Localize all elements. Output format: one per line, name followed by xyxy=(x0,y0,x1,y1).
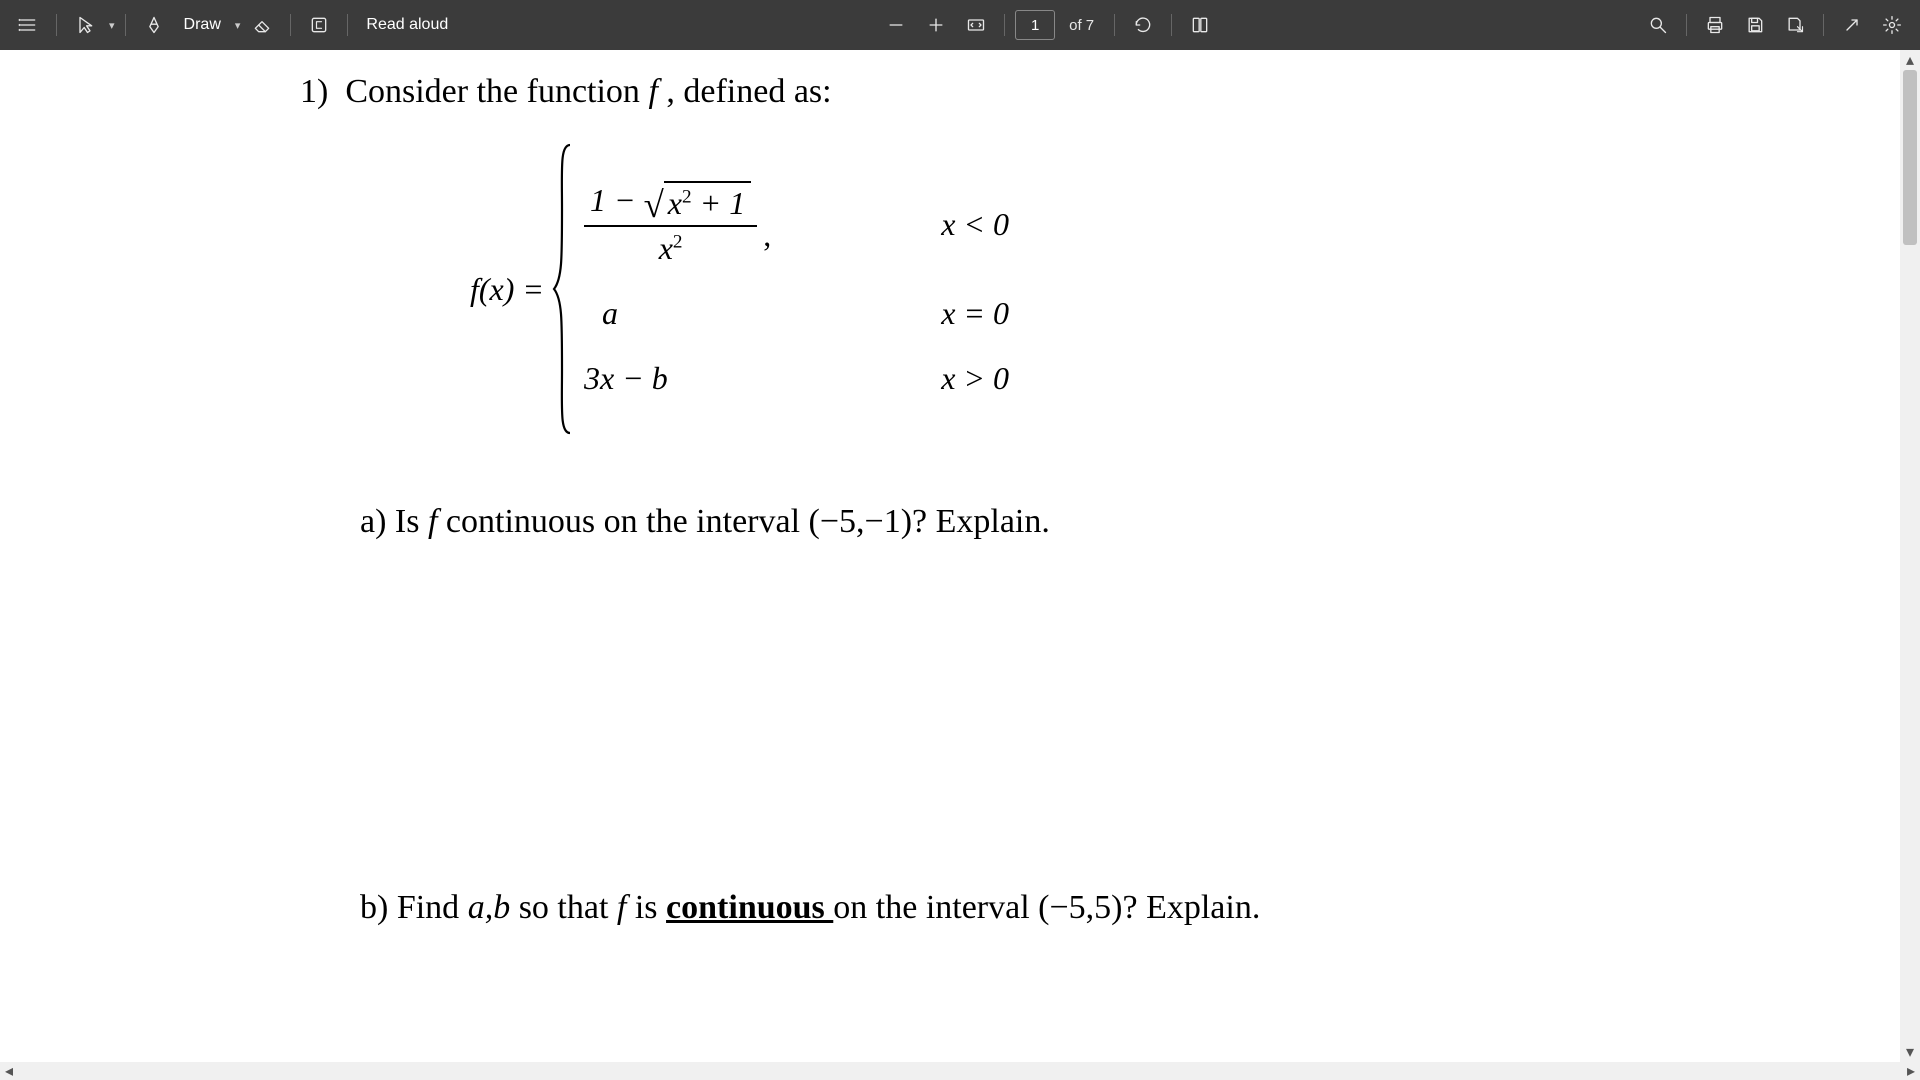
contents-icon[interactable] xyxy=(10,7,46,43)
part-b-post: on the interval (−5,5)? Explain. xyxy=(833,889,1260,926)
document-viewport: 1) Consider the function f , defined as:… xyxy=(0,50,1920,1062)
function-lhs: f(x) = xyxy=(470,271,544,308)
question-1-title: 1) Consider the function f , defined as: xyxy=(300,70,1620,114)
print-icon[interactable] xyxy=(1697,7,1733,43)
page-view-icon[interactable] xyxy=(1182,7,1218,43)
highlight-text-icon[interactable] xyxy=(301,7,337,43)
draw-pen-icon[interactable] xyxy=(136,7,172,43)
case1-rad-x: x xyxy=(668,185,682,221)
q1-text-prefix: 1) Consider the function xyxy=(300,73,648,110)
part-b-f: f xyxy=(617,889,626,926)
part-b-mid: so that xyxy=(510,889,617,926)
vertical-scrollbar[interactable]: ▴ ▾ xyxy=(1900,50,1920,1062)
fullscreen-icon[interactable] xyxy=(1834,7,1870,43)
save-icon[interactable] xyxy=(1737,7,1773,43)
page-count-label: of 7 xyxy=(1059,17,1104,34)
save-as-icon[interactable] xyxy=(1777,7,1813,43)
rotate-icon[interactable] xyxy=(1125,7,1161,43)
erase-icon[interactable] xyxy=(244,7,280,43)
search-icon[interactable] xyxy=(1640,7,1676,43)
case1-rad-plus: + 1 xyxy=(692,185,746,221)
part-a-f: f xyxy=(428,503,437,540)
scroll-thumb[interactable] xyxy=(1903,70,1917,245)
toolbar-right-group xyxy=(1640,7,1910,43)
toolbar-left-group: ▾ Draw ▾ Read aloud xyxy=(10,7,456,43)
case1-den-x: x xyxy=(659,230,673,266)
question-1b: b) Find a,b so that f is continuous on t… xyxy=(360,885,1620,931)
case1-num-pre: 1 − xyxy=(590,182,644,218)
horizontal-scrollbar[interactable]: ◂ ▸ xyxy=(0,1062,1920,1080)
scroll-up-icon[interactable]: ▴ xyxy=(1900,50,1920,70)
case1-expression: 1 − √x2 + 1 x2 , xyxy=(584,181,771,267)
part-b-continuous: continuous xyxy=(666,889,833,926)
part-b-pre: b) Find xyxy=(360,889,468,926)
part-b-ab: a,b xyxy=(468,889,511,926)
toolbar-center-group: of 7 xyxy=(456,7,1640,43)
pdf-toolbar: ▾ Draw ▾ Read aloud of 7 xyxy=(0,0,1920,50)
separator xyxy=(1171,14,1172,36)
piecewise-function: f(x) = 1 − √x2 + 1 x2 , x < 0 xyxy=(470,139,1620,439)
case1-denominator: x2 xyxy=(653,230,689,267)
separator xyxy=(1114,14,1115,36)
lhs-f: f xyxy=(470,271,479,307)
case1-comma: , xyxy=(757,217,771,253)
fraction-bar xyxy=(584,225,757,227)
separator xyxy=(1004,14,1005,36)
scroll-track[interactable] xyxy=(1900,70,1920,1042)
case1-sqrt: √x2 + 1 xyxy=(644,181,752,222)
chevron-down-icon[interactable]: ▾ xyxy=(233,19,241,32)
question-1a: a) Is f continuous on the interval (−5,−… xyxy=(360,499,1620,545)
separator xyxy=(125,14,126,36)
case1-numerator: 1 − √x2 + 1 xyxy=(584,181,757,222)
cursor-select-icon[interactable] xyxy=(67,7,103,43)
case3-expression: 3x − b xyxy=(584,360,771,397)
settings-icon[interactable] xyxy=(1874,7,1910,43)
document-page: 1) Consider the function f , defined as:… xyxy=(300,70,1620,931)
lhs-paren: (x) = xyxy=(479,271,544,307)
fit-width-icon[interactable] xyxy=(958,7,994,43)
case1-fraction: 1 − √x2 + 1 x2 xyxy=(584,181,757,267)
case2-condition: x = 0 xyxy=(941,295,1009,332)
chevron-down-icon[interactable]: ▾ xyxy=(107,19,115,32)
separator xyxy=(1686,14,1687,36)
q1-text-suffix: , defined as: xyxy=(658,73,832,110)
scroll-down-icon[interactable]: ▾ xyxy=(1900,1042,1920,1062)
scroll-left-icon[interactable]: ◂ xyxy=(0,1062,18,1080)
scroll-right-icon[interactable]: ▸ xyxy=(1902,1062,1920,1080)
hscroll-track[interactable] xyxy=(18,1062,1902,1080)
zoom-out-icon[interactable] xyxy=(878,7,914,43)
separator xyxy=(347,14,348,36)
q1-f-var: f xyxy=(648,73,657,110)
separator xyxy=(56,14,57,36)
cases-grid: 1 − √x2 + 1 x2 , x < 0 a x = 0 3x − b x … xyxy=(584,181,1009,397)
part-a-pre: a) Is xyxy=(360,503,428,540)
left-brace xyxy=(550,139,576,439)
draw-button[interactable]: Draw xyxy=(176,16,229,34)
page-number-input[interactable] xyxy=(1015,10,1055,40)
zoom-in-icon[interactable] xyxy=(918,7,954,43)
separator xyxy=(1823,14,1824,36)
case1-condition: x < 0 xyxy=(941,206,1009,243)
separator xyxy=(290,14,291,36)
part-a-post: continuous on the interval (−5,−1)? Expl… xyxy=(437,503,1049,540)
case2-expression: a xyxy=(584,295,771,332)
part-b-is: is xyxy=(626,889,666,926)
read-aloud-button[interactable]: Read aloud xyxy=(358,16,456,34)
case3-condition: x > 0 xyxy=(941,360,1009,397)
